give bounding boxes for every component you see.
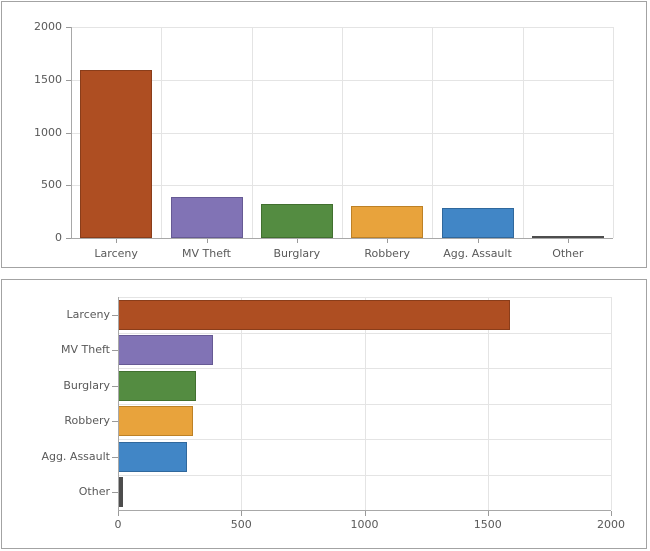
y-axis-tick-label: 1000 — [34, 125, 62, 139]
x-axis-tick-label: 2000 — [597, 518, 625, 531]
y-axis-tick-mark — [112, 350, 118, 352]
y-axis-line — [118, 297, 119, 510]
bar-robbery[interactable] — [118, 406, 194, 437]
x-axis-tick-mark — [364, 511, 366, 516]
bar-mv-theft[interactable] — [170, 197, 243, 238]
y-axis-tick-mark — [66, 185, 71, 187]
y-axis-tick-mark — [112, 385, 118, 387]
gridline — [118, 403, 611, 405]
x-axis-category-label: Agg. Assault — [443, 247, 512, 260]
x-axis-category-label: Other — [552, 247, 584, 260]
gridline — [522, 27, 524, 238]
bar-agg-assault[interactable] — [118, 441, 188, 472]
y-axis-tick-mark — [112, 421, 118, 423]
bar-larceny[interactable] — [80, 70, 153, 238]
x-axis-tick-mark — [487, 511, 489, 516]
bar-burglary[interactable] — [118, 370, 197, 401]
x-axis-tick-label: 1000 — [350, 518, 379, 531]
y-axis-category-label: Robbery — [64, 414, 110, 428]
x-axis-line — [118, 510, 611, 511]
bar-larceny[interactable] — [118, 299, 510, 330]
x-axis-tick-mark — [241, 511, 243, 516]
y-axis-tick-mark — [112, 456, 118, 458]
x-axis-tick-mark — [206, 239, 208, 243]
y-axis-tick-mark — [66, 79, 71, 81]
gridline — [118, 332, 611, 334]
x-axis-tick-label: 1500 — [473, 518, 502, 531]
column-chart-panel: 0 500 1000 1500 2000 Larceny MV Theft Burglary R… — [1, 1, 647, 268]
gridline — [118, 474, 611, 476]
x-axis-tick-mark — [387, 239, 389, 243]
x-axis-category-label: Robbery — [364, 247, 410, 260]
x-axis-tick-mark — [116, 239, 118, 243]
bar-burglary[interactable] — [260, 204, 333, 238]
x-axis-line — [71, 238, 613, 239]
y-axis-category-label: MV Theft — [61, 343, 110, 357]
gridline — [613, 27, 614, 238]
x-axis-category-label: Burglary — [273, 247, 321, 260]
bar-robbery[interactable] — [351, 205, 424, 238]
gridline — [118, 297, 611, 298]
x-axis-tick-label: 0 — [114, 518, 122, 531]
y-axis-tick-mark — [112, 314, 118, 316]
y-axis-category-label: Burglary — [63, 378, 110, 392]
y-axis-tick-label: 2000 — [34, 20, 62, 33]
bar-agg-assault[interactable] — [441, 208, 514, 238]
gridline — [251, 27, 253, 238]
y-axis-category-label: Other — [78, 485, 110, 499]
x-axis-category-label: MV Theft — [182, 247, 231, 260]
gridline — [342, 27, 343, 238]
bar-mv-theft[interactable] — [118, 335, 213, 366]
gridline — [432, 27, 434, 238]
y-axis-tick-mark — [66, 132, 71, 134]
y-axis-tick-mark — [112, 492, 118, 494]
x-axis-tick-mark — [296, 239, 298, 243]
y-axis-tick-label: 1500 — [34, 72, 62, 86]
y-axis-line — [71, 27, 72, 238]
y-axis-tick-label: 0 — [55, 231, 62, 244]
bar-chart: 0 500 1000 1500 2000 Larceny MV Theft Burglary R… — [2, 280, 646, 548]
x-axis-tick-mark — [611, 511, 612, 516]
x-axis-tick-mark — [477, 239, 479, 243]
x-axis-category-label: Larceny — [94, 247, 138, 260]
gridline — [161, 27, 163, 238]
gridline — [118, 439, 611, 440]
x-axis-tick-mark — [567, 239, 569, 243]
column-chart: 0 500 1000 1500 2000 Larceny MV Theft Burglary R… — [2, 2, 646, 267]
bar-chart-panel: 0 500 1000 1500 2000 Larceny MV Theft Burglary R… — [1, 279, 647, 549]
y-axis-category-label: Agg. Assault — [41, 449, 110, 463]
y-axis-tick-mark — [66, 238, 71, 239]
x-axis-tick-mark — [118, 511, 119, 516]
x-axis-tick-label: 500 — [230, 518, 252, 531]
gridline — [611, 297, 612, 510]
y-axis-category-label: Larceny — [66, 307, 110, 321]
gridline — [118, 368, 611, 369]
y-axis-tick-label: 500 — [41, 178, 62, 192]
bar-other[interactable] — [531, 235, 604, 238]
y-axis-tick-mark — [66, 27, 71, 28]
